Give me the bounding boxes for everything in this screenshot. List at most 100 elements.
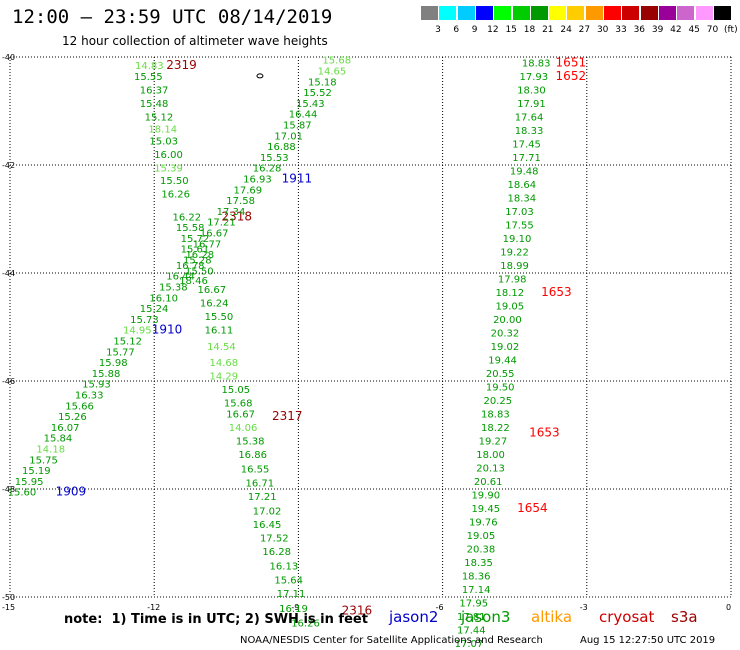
wave-height-label: 16.33 <box>75 391 104 402</box>
wave-height-label: 19.50 <box>486 382 515 393</box>
wave-height-label: 16.93 <box>243 175 272 186</box>
wave-height-label: 15.60 <box>8 488 37 499</box>
wave-height-label: 15.61 <box>181 245 210 256</box>
color-scale-label: 70 <box>706 25 719 35</box>
wave-height-label: 16.78 <box>176 261 205 272</box>
color-swatch <box>439 6 457 20</box>
wave-height-label: 17.91 <box>517 99 546 110</box>
footer-timestamp: Aug 15 12:27:50 UTC 2019 <box>580 635 716 646</box>
color-scale-label: 18 <box>523 25 536 35</box>
wave-height-label: 18.34 <box>507 193 536 204</box>
wave-height-label: 15.28 <box>183 256 212 267</box>
wave-height-label: 18.64 <box>507 180 536 191</box>
wave-height-label: 15.88 <box>92 369 121 380</box>
island-outline <box>256 73 264 79</box>
wave-height-label: 16.11 <box>205 326 234 337</box>
color-swatch <box>457 6 475 20</box>
wave-height-label: 15.72 <box>181 234 210 245</box>
wave-height-label: 17.01 <box>274 131 303 142</box>
wave-height-label: 14.29 <box>209 372 238 383</box>
wave-height-label: 14.65 <box>318 67 347 78</box>
wave-height-label: 17.64 <box>515 112 544 123</box>
wave-height-label: 20.00 <box>493 315 522 326</box>
wave-height-label: 16.67 <box>226 409 255 420</box>
wave-height-label: 15.64 <box>274 576 303 587</box>
color-swatch <box>549 6 567 20</box>
color-scale-label: 6 <box>453 25 460 35</box>
pass-time-label: 1911 <box>282 172 313 186</box>
wave-height-label: 19.10 <box>503 234 532 245</box>
wave-height-label: 15.26 <box>58 412 87 423</box>
wave-height-label: 18.83 <box>481 409 510 420</box>
legend-item-cryosat: cryosat <box>599 608 655 626</box>
wave-height-label: 15.12 <box>145 112 174 123</box>
wave-height-label: 15.68 <box>322 56 351 67</box>
wave-height-label: 16.28 <box>185 250 214 261</box>
color-scale-label: 27 <box>578 25 591 35</box>
wave-height-label: 15.19 <box>22 466 51 477</box>
wave-height-label: 17.69 <box>234 185 263 196</box>
pass-time-label: 2318 <box>221 209 252 223</box>
color-swatch <box>494 6 512 20</box>
wave-height-label: 16.22 <box>172 212 201 223</box>
color-swatch <box>658 6 676 20</box>
pass-time-label: 1910 <box>152 323 183 337</box>
y-tick-label: -48 <box>2 485 15 494</box>
wave-height-label: 16.71 <box>246 479 275 490</box>
color-swatch <box>640 6 658 20</box>
wave-height-label: 20.32 <box>491 328 520 339</box>
wave-height-label: 16.86 <box>238 450 267 461</box>
color-scale-label: 36 <box>633 25 646 35</box>
color-swatch <box>585 6 603 20</box>
color-swatch <box>695 6 713 20</box>
wave-height-label: 18.46 <box>179 276 208 287</box>
color-swatch <box>512 6 530 20</box>
wave-height-label: 17.44 <box>457 625 486 636</box>
legend-item-jason2: jason2 <box>389 608 439 626</box>
wave-height-label: 19.05 <box>495 301 524 312</box>
wave-height-label: 17.02 <box>253 507 282 518</box>
wave-height-label: 17.95 <box>459 598 488 609</box>
color-swatch <box>567 6 585 20</box>
x-tick-label: -12 <box>147 603 160 612</box>
wave-height-label: 18.35 <box>464 558 493 569</box>
wave-height-label: 17.93 <box>520 72 549 83</box>
wave-height-label: 17.21 <box>248 492 277 503</box>
wave-height-label: 16.07 <box>51 423 80 434</box>
y-tick-label: -44 <box>2 269 15 278</box>
wave-height-label: 17.11 <box>277 589 306 600</box>
legend-item-jason3: jason3 <box>461 608 511 626</box>
legend-item-altika: altika <box>531 608 573 626</box>
wave-height-label: 15.68 <box>224 399 253 410</box>
wave-height-label: 16.77 <box>193 239 222 250</box>
wave-height-label: 15.03 <box>149 137 178 148</box>
legend-note: note: 1) Time is in UTC; 2) SWH is in fe… <box>64 612 368 627</box>
color-scale-label: 45 <box>688 25 700 35</box>
wave-height-label: 16.19 <box>279 604 308 615</box>
y-tick-label: -50 <box>2 593 15 602</box>
wave-height-label: 15.93 <box>82 380 111 391</box>
wave-height-label: 17.55 <box>505 220 534 231</box>
color-scale-label: 15 <box>505 25 517 35</box>
color-swatch <box>677 6 695 20</box>
pass-time-label: 1654 <box>517 501 548 515</box>
wave-height-label: 15.55 <box>134 72 163 83</box>
page-subtitle: 12 hour collection of altimeter wave hei… <box>62 34 328 48</box>
color-scale-label: (ft) <box>724 25 738 35</box>
wave-height-label: 20.61 <box>474 477 503 488</box>
color-scale-label: 9 <box>471 25 478 35</box>
wave-height-label: 20.38 <box>467 544 496 555</box>
pass-time-label: 1652 <box>556 69 587 83</box>
wave-height-label: 18.33 <box>515 126 544 137</box>
wave-height-label: 15.50 <box>160 176 189 187</box>
wave-height-label: 15.87 <box>283 121 312 132</box>
y-tick-label: -42 <box>2 161 15 170</box>
color-scale-label: 24 <box>560 25 572 35</box>
wave-height-label: 15.38 <box>159 283 188 294</box>
wave-height-label: 19.76 <box>469 517 498 528</box>
wave-height-label: 15.43 <box>296 99 325 110</box>
pass-time-label: 1653 <box>529 425 560 439</box>
wave-height-label: 15.75 <box>29 455 58 466</box>
wave-height-label: 17.21 <box>207 218 236 229</box>
